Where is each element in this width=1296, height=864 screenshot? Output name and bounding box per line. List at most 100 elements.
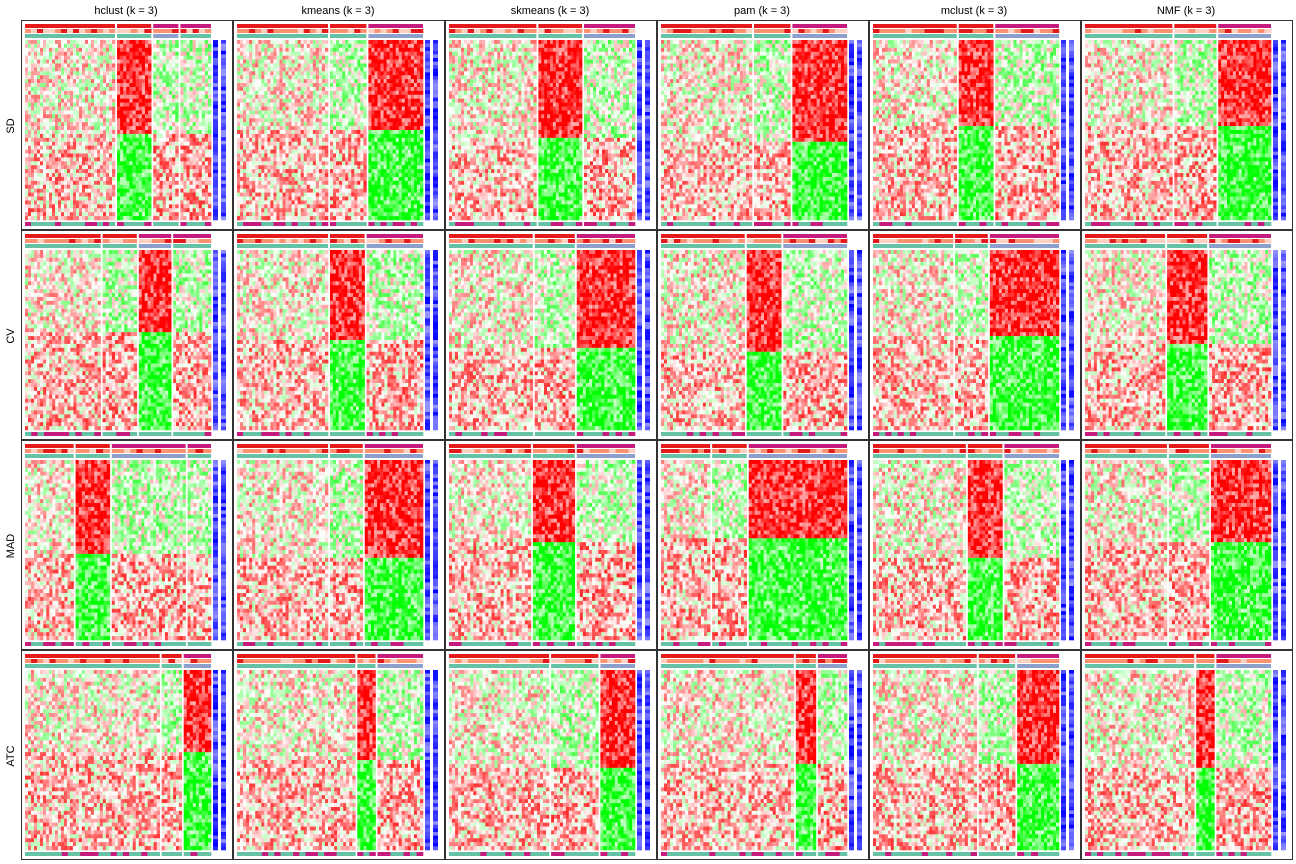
heatmap-cell <box>172 169 175 173</box>
heatmap-cell <box>193 60 196 64</box>
heatmap-cell <box>94 165 97 169</box>
heatmap-cell <box>85 153 88 157</box>
heatmap-cell <box>88 173 91 177</box>
heatmap-cell <box>139 216 142 220</box>
membership-bar <box>213 144 218 148</box>
heatmap-cell <box>61 153 64 157</box>
heatmap-cell <box>43 150 46 154</box>
heatmap-cell <box>180 83 183 87</box>
heatmap-cell <box>103 193 106 197</box>
heatmap-cell <box>106 169 109 173</box>
heatmap-cell <box>126 138 129 142</box>
heatmap-cell <box>79 177 82 181</box>
heatmap-cell <box>117 95 120 99</box>
heatmap-cell <box>67 193 70 197</box>
heatmap-cell <box>97 189 100 193</box>
heatmap-cell <box>46 181 49 185</box>
heatmap-cell <box>64 79 67 83</box>
heatmap-cell <box>100 197 103 201</box>
heatmap-cell <box>142 71 145 75</box>
heatmap-cell <box>196 208 199 212</box>
heatmap-cell <box>73 197 76 201</box>
heatmap-cell <box>52 67 55 71</box>
heatmap-cell <box>37 146 40 150</box>
heatmap-cell <box>193 79 196 83</box>
heatmap-cell <box>55 103 58 107</box>
heatmap-cell <box>205 193 208 197</box>
heatmap-cell <box>120 153 123 157</box>
heatmap-cell <box>64 75 67 79</box>
heatmap-cell <box>31 177 34 181</box>
heatmap-cell <box>129 71 132 75</box>
heatmap-cell <box>34 118 37 122</box>
heatmap-cell <box>64 110 67 114</box>
heatmap-cell <box>109 138 112 142</box>
heatmap-cell <box>64 165 67 169</box>
heatmap-cell <box>82 197 85 201</box>
bottom-annotation <box>73 222 79 226</box>
heatmap-cell <box>190 75 193 79</box>
silhouette-annotation <box>131 29 138 33</box>
heatmap-cell <box>180 200 183 204</box>
heatmap-cell <box>58 200 61 204</box>
heatmap-cell <box>31 103 34 107</box>
membership-bar <box>213 155 218 159</box>
heatmap-cell <box>52 122 55 126</box>
heatmap-cell <box>208 165 211 169</box>
heatmap-cell <box>117 71 120 75</box>
heatmap-cell <box>31 173 34 177</box>
heatmap-cell <box>61 63 64 67</box>
heatmap-cell <box>148 153 151 157</box>
heatmap-cell <box>25 153 28 157</box>
heatmap-cell <box>112 200 115 204</box>
heatmap-cell <box>52 118 55 122</box>
heatmap-cell <box>58 138 61 142</box>
heatmap-cell <box>58 71 61 75</box>
heatmap-cell <box>40 103 43 107</box>
heatmap-cell <box>180 165 183 169</box>
membership-bar <box>213 83 218 87</box>
heatmap-cell <box>163 63 166 67</box>
heatmap-cell <box>88 153 91 157</box>
heatmap-cell <box>100 173 103 177</box>
heatmap-cell <box>199 161 202 165</box>
bottom-annotation <box>131 222 138 226</box>
heatmap-cell <box>43 181 46 185</box>
heatmap-cell <box>199 134 202 138</box>
heatmap-cell <box>123 110 126 114</box>
heatmap-cell <box>136 103 139 107</box>
heatmap-cell <box>109 114 112 118</box>
heatmap-cell <box>91 110 94 114</box>
heatmap-cell <box>25 197 28 201</box>
heatmap-cell <box>88 146 91 150</box>
heatmap-cell <box>106 200 109 204</box>
heatmap-cell <box>166 99 169 103</box>
heatmap-cell <box>180 153 183 157</box>
heatmap-cell <box>49 79 52 83</box>
heatmap-cell <box>123 63 126 67</box>
heatmap-cell <box>46 103 49 107</box>
heatmap-cell <box>109 161 112 165</box>
heatmap-cell <box>34 177 37 181</box>
heatmap-cell <box>199 138 202 142</box>
heatmap-cell <box>205 83 208 87</box>
heatmap-cell <box>82 118 85 122</box>
heatmap-cell <box>202 212 205 216</box>
heatmap-cell <box>169 193 172 197</box>
heatmap-cell <box>100 110 103 114</box>
heatmap-cell <box>58 185 61 189</box>
heatmap-cell <box>55 87 58 91</box>
heatmap-cell <box>91 79 94 83</box>
heatmap-cell <box>133 208 136 212</box>
heatmap-cell <box>133 212 136 216</box>
heatmap-cell <box>129 173 132 177</box>
heatmap-cell <box>40 138 43 142</box>
heatmap-cell <box>55 216 58 220</box>
heatmap-cell <box>100 103 103 107</box>
heatmap-cell <box>31 208 34 212</box>
heatmap-cell <box>117 200 120 204</box>
heatmap-cell <box>28 60 31 64</box>
heatmap-cell <box>190 185 193 189</box>
heatmap-cell <box>94 91 97 95</box>
heatmap-cell <box>97 40 100 44</box>
